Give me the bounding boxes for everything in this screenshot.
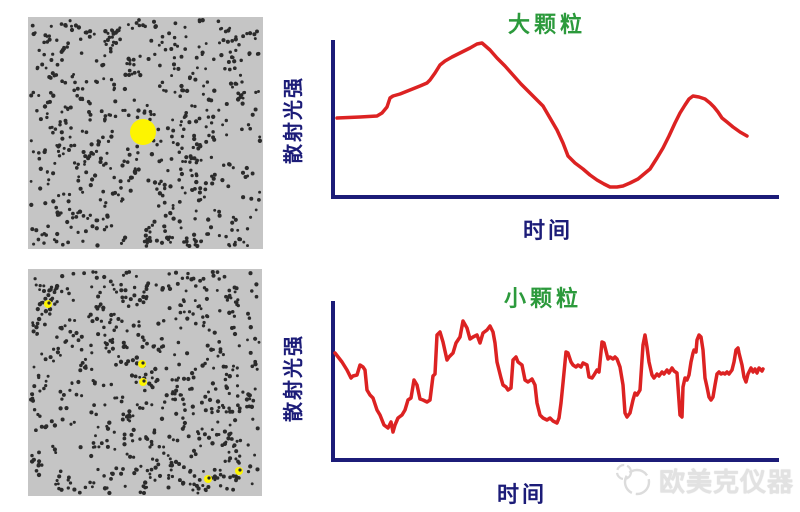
small-particle-field <box>28 269 262 496</box>
chart-large-particle <box>331 40 779 199</box>
large-scattering-particle <box>130 119 156 145</box>
omec-logo-icon <box>615 463 651 496</box>
large-particle-field <box>28 17 263 249</box>
axes-large-particle <box>331 40 779 199</box>
axes-small-particle <box>331 301 779 462</box>
intensity-curve-small-particle <box>333 319 765 434</box>
large-particle-field-dots <box>29 18 263 249</box>
y-axis-label-small-particle: 散射光强 <box>280 334 305 422</box>
x-axis-label-large-particle: 时间 <box>522 219 573 244</box>
watermark: 欧美克仪器 <box>612 461 794 499</box>
chart-small-particle <box>331 301 779 462</box>
watermark-text: 欧美克仪器 <box>659 467 795 498</box>
y-axis-label-large-particle: 散射光强 <box>280 76 305 164</box>
chart-title-large-particle: 大颗粒 <box>507 13 586 38</box>
x-axis-label-small-particle: 时间 <box>496 483 547 508</box>
intensity-curve-large-particle <box>335 41 749 189</box>
small-particle-field-dots <box>29 269 261 496</box>
chart-title-small-particle: 小颗粒 <box>503 287 582 312</box>
